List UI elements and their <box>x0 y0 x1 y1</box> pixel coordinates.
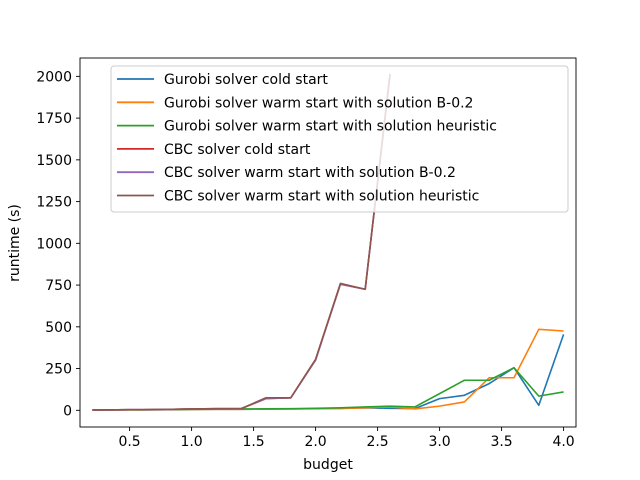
x-tick-label: 1.5 <box>242 434 264 450</box>
x-tick-label: 0.5 <box>118 434 140 450</box>
legend: Gurobi solver cold start Gurobi solver wa… <box>110 65 569 213</box>
y-tick-label: 1500 <box>36 153 72 169</box>
x-tick-label: 4.0 <box>552 434 574 450</box>
y-tick-label: 1750 <box>36 111 72 127</box>
y-tick-label: 750 <box>45 278 72 294</box>
x-tick-label: 1.0 <box>180 434 202 450</box>
legend-entry-label: Gurobi solver warm start with solution h… <box>164 119 497 135</box>
y-tick-label: 2000 <box>36 69 72 85</box>
y-tick-label: 250 <box>45 362 72 378</box>
series-line-3 <box>92 366 564 411</box>
series-line-6 <box>92 73 391 411</box>
legend-entry-label: CBC solver warm start with solution heur… <box>164 189 479 205</box>
x-tick-label: 3.0 <box>428 434 450 450</box>
legend-entry-label: CBC solver warm start with solution B-0.… <box>164 165 456 181</box>
legend-box <box>110 65 569 213</box>
y-tick-label: 500 <box>45 320 72 336</box>
series-layer <box>92 73 565 411</box>
series-line-2 <box>92 328 564 411</box>
y-tick-label: 0 <box>63 403 72 419</box>
y-axis-label: runtime (s) <box>7 204 23 282</box>
x-axis-label: budget <box>303 457 353 473</box>
legend-entry-label: Gurobi solver cold start <box>164 72 328 88</box>
legend-entry-label: Gurobi solver warm start with solution B… <box>164 95 473 111</box>
y-tick-label: 1000 <box>36 236 72 252</box>
x-tick-label: 2.0 <box>304 434 326 450</box>
x-tick-label: 2.5 <box>366 434 388 450</box>
y-tick-label: 1250 <box>36 195 72 211</box>
axes-layer: 0.5 1.0 1.5 2.0 2.5 3.0 3.5 4.0 0 250 500 750 1000 12… <box>36 57 577 450</box>
x-tick-label: 3.5 <box>490 434 512 450</box>
plot-frame <box>79 57 577 428</box>
series-line-1 <box>92 334 565 411</box>
legend-entry-label: CBC solver cold start <box>164 142 311 158</box>
